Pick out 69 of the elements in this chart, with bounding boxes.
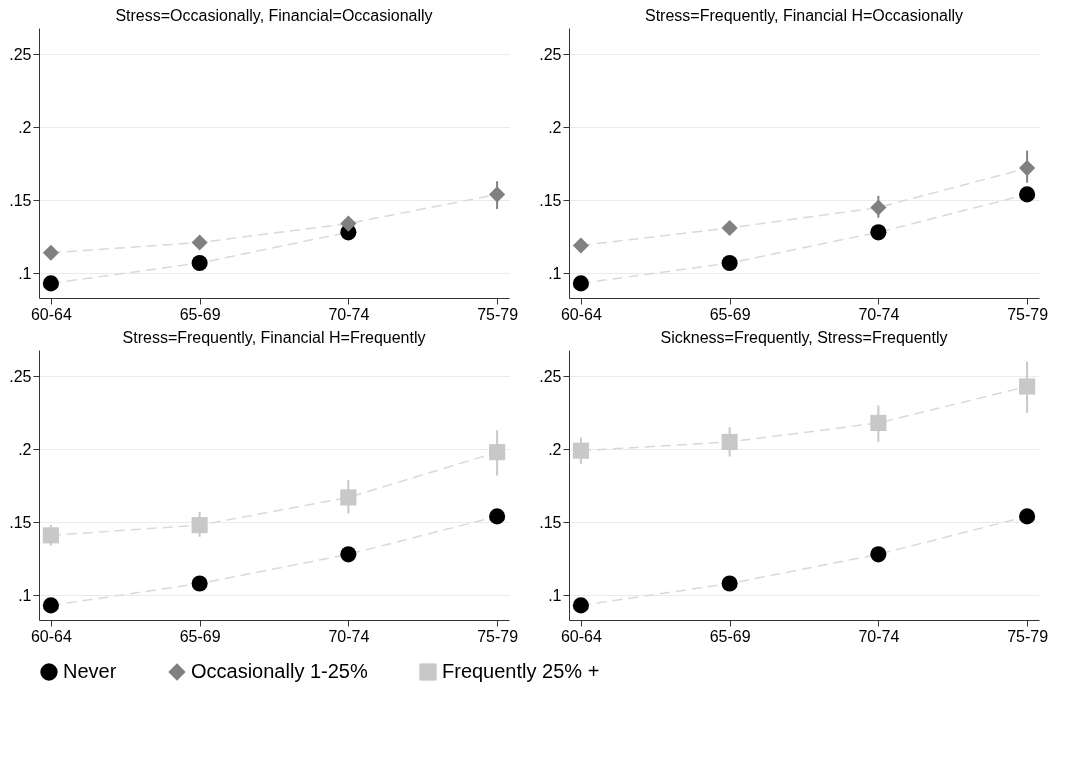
legend-label: Frequently 25% + [442,660,600,682]
point [870,224,887,241]
point [340,489,357,506]
x-tick-label: 75-79 [477,305,519,323]
y-tick-label: .1 [548,264,562,282]
point [1019,186,1036,203]
point [870,199,887,216]
x-tick-label: 65-69 [179,627,221,645]
point [721,254,738,272]
y-tick-label: .2 [548,440,562,458]
point [721,219,738,237]
y-tick-label: .25 [539,45,562,63]
x-tick-label: 65-69 [179,305,221,323]
y-tick-label: .1 [18,586,32,604]
x-tick-label: 75-79 [477,627,519,645]
y-tick-label: .25 [539,367,562,385]
y-tick-label: .15 [9,191,32,209]
x-tick-label: 65-69 [709,305,751,323]
point [870,414,887,432]
point [42,597,59,614]
chart-title: Stress=Occasionally, Financial=Occasionally [115,7,433,24]
y-tick-label: .1 [18,264,32,282]
point [489,186,506,203]
point [1019,160,1036,177]
x-tick-label: 60-64 [30,627,72,645]
x-tick-label: 65-69 [709,627,751,645]
y-tick-label: .25 [9,45,32,63]
point [340,546,357,563]
point [572,237,589,254]
legend-label: Occasionally 1-25% [191,660,368,682]
chart-title: Sickness=Frequently, Stress=Frequently [660,329,948,346]
x-tick-label: 70-74 [858,305,900,323]
y-tick-label: .25 [9,367,32,385]
y-tick-label: .15 [539,513,562,531]
point [572,442,589,459]
y-tick-label: .15 [9,513,32,531]
x-tick-label: 60-64 [560,305,602,323]
x-tick-label: 70-74 [328,627,370,645]
point [870,546,887,563]
y-tick-label: .15 [539,191,562,209]
legend-label: Never [63,660,117,682]
y-tick-label: .2 [548,118,562,136]
point [572,597,589,614]
point [1019,508,1036,525]
point [42,527,59,544]
x-tick-label: 60-64 [30,305,72,323]
x-tick-label: 75-79 [1007,627,1049,645]
point [572,275,589,292]
y-tick-label: .2 [18,440,32,458]
point [489,444,506,461]
point [191,517,208,534]
chart-title: Stress=Frequently, Financial H=Occasionally [644,7,964,24]
x-tick-label: 70-74 [328,305,370,323]
chart-title: Stress=Frequently, Financial H=Frequently [122,329,426,346]
x-tick-label: 75-79 [1007,305,1049,323]
point [42,244,59,261]
point [191,575,208,592]
point [340,215,357,232]
point [191,234,208,251]
y-tick-label: .2 [18,118,32,136]
point [721,575,738,592]
x-tick-label: 70-74 [858,627,900,645]
point [42,275,59,292]
point [721,433,738,451]
y-tick-label: .1 [548,586,562,604]
point [489,508,506,525]
x-tick-label: 60-64 [560,627,602,645]
point [191,254,208,272]
point [1019,378,1036,395]
